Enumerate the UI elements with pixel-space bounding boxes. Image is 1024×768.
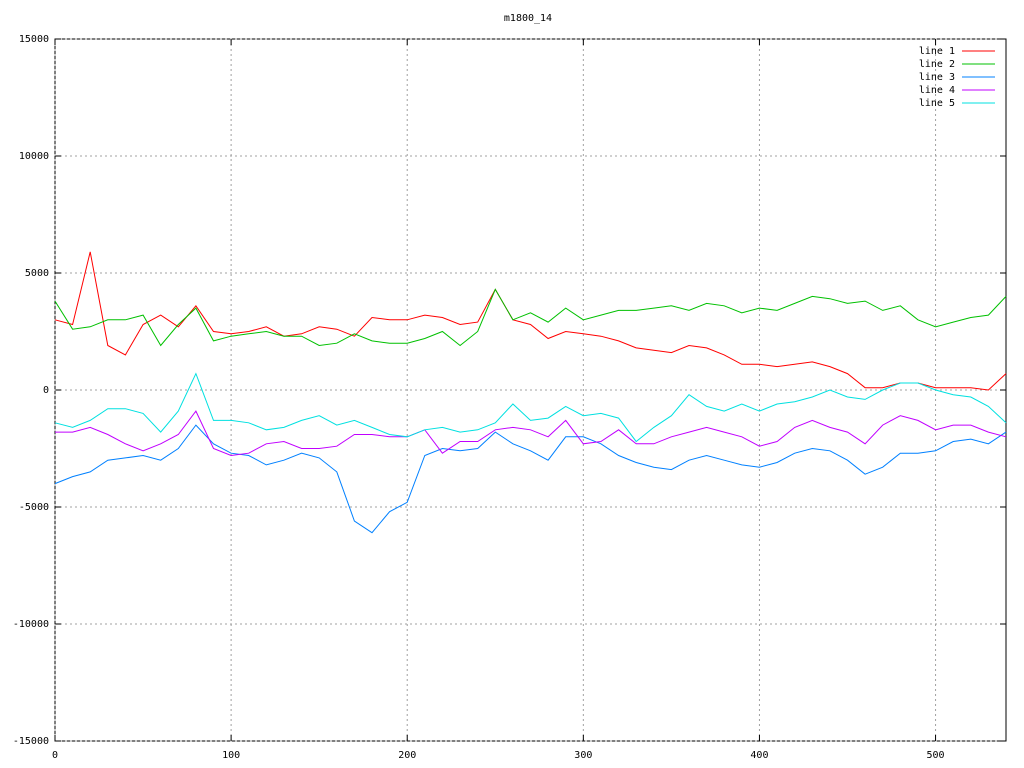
series-line — [54, 251, 1007, 391]
legend-label: line 5 — [919, 98, 955, 109]
y-tick-label: 10000 — [19, 151, 49, 162]
y-tick-label: -10000 — [13, 619, 49, 630]
y-tick-label: 15000 — [19, 34, 49, 45]
legend-label: line 4 — [919, 85, 955, 96]
x-tick-label: 200 — [398, 750, 416, 761]
series-line — [54, 372, 1007, 443]
series-line — [54, 424, 1007, 534]
x-tick-label: 100 — [222, 750, 240, 761]
series-line — [54, 288, 1007, 347]
chart-title: m1800_14 — [504, 13, 552, 24]
y-tick-label: 5000 — [25, 268, 49, 279]
legend-label: line 2 — [919, 59, 955, 70]
legend-label: line 1 — [919, 46, 955, 57]
y-tick-label: -15000 — [13, 736, 49, 747]
x-tick-label: 400 — [750, 750, 768, 761]
y-tick-label: -5000 — [19, 502, 49, 513]
series-line — [55, 410, 1007, 457]
x-tick-label: 300 — [574, 750, 592, 761]
y-tick-label: 0 — [43, 385, 49, 396]
legend-label: line 3 — [919, 72, 955, 83]
x-tick-label: 0 — [52, 750, 58, 761]
x-tick-label: 500 — [927, 750, 945, 761]
